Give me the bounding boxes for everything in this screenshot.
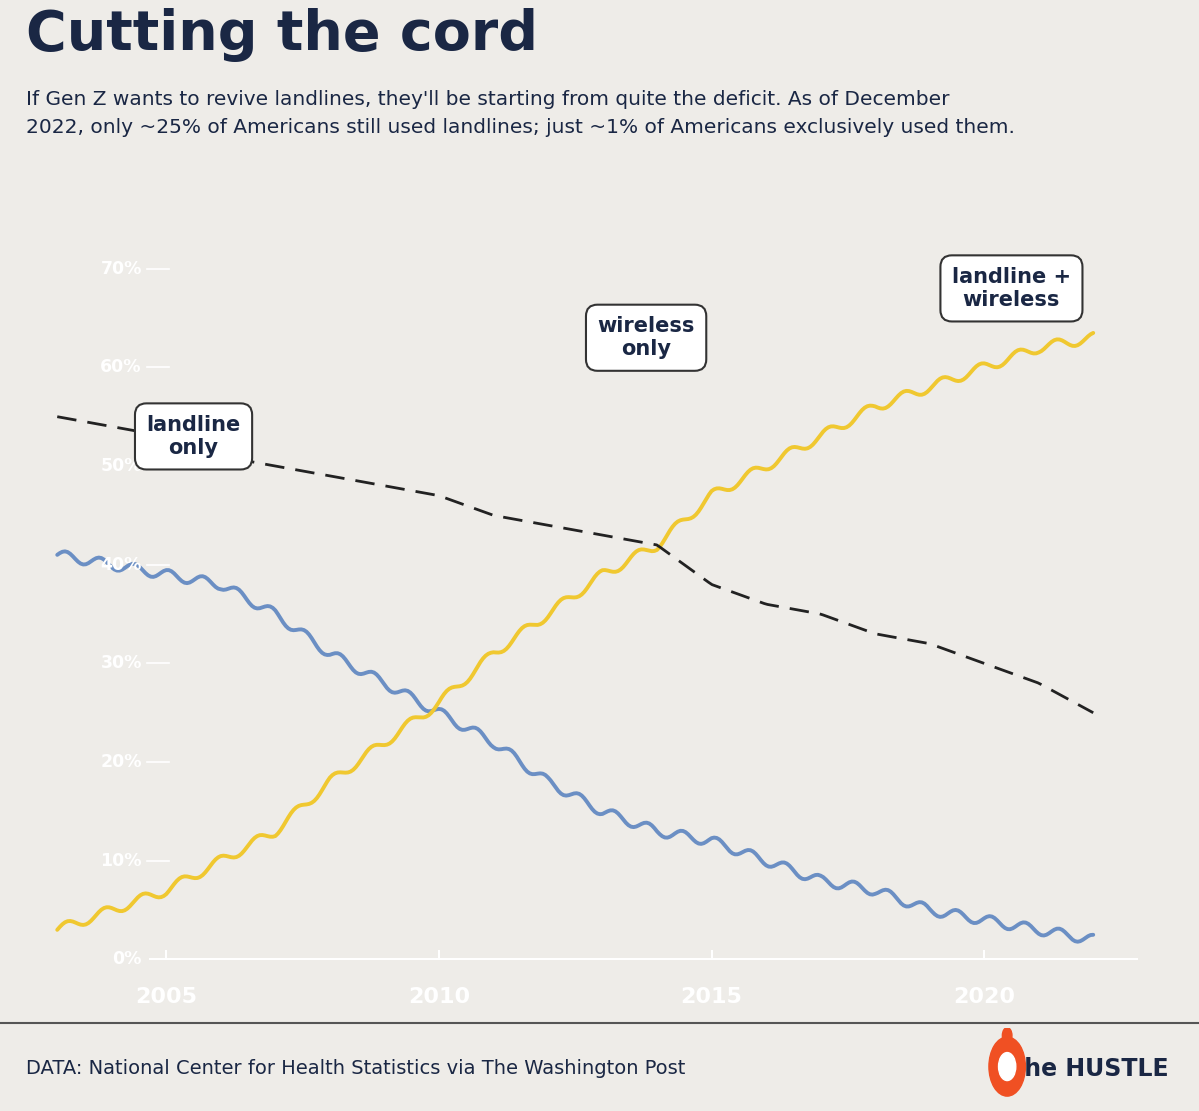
Text: landline
only: landline only: [146, 414, 241, 458]
Circle shape: [999, 1052, 1016, 1081]
Text: If Gen Z wants to revive landlines, they'll be starting from quite the deficit. : If Gen Z wants to revive landlines, they…: [26, 90, 1016, 138]
Text: 10%: 10%: [101, 852, 141, 870]
Text: 60%: 60%: [101, 359, 141, 377]
Text: 30%: 30%: [101, 654, 141, 672]
Text: Cutting the cord: Cutting the cord: [26, 8, 538, 62]
Text: 40%: 40%: [101, 556, 141, 573]
Text: wireless
only: wireless only: [597, 317, 694, 359]
Text: 0%: 0%: [113, 950, 141, 969]
Text: 20%: 20%: [101, 753, 141, 771]
Text: 70%: 70%: [101, 260, 141, 278]
Text: the HUSTLE: the HUSTLE: [1013, 1057, 1169, 1081]
Text: 2020: 2020: [953, 987, 1016, 1007]
Text: landline +
wireless: landline + wireless: [952, 267, 1071, 310]
Circle shape: [989, 1037, 1025, 1097]
Circle shape: [1002, 1028, 1012, 1043]
Text: 2015: 2015: [681, 987, 742, 1007]
Text: 2005: 2005: [135, 987, 198, 1007]
Text: DATA: National Center for Health Statistics via The Washington Post: DATA: National Center for Health Statist…: [26, 1059, 686, 1078]
Text: 2010: 2010: [408, 987, 470, 1007]
Text: 50%: 50%: [101, 457, 141, 476]
